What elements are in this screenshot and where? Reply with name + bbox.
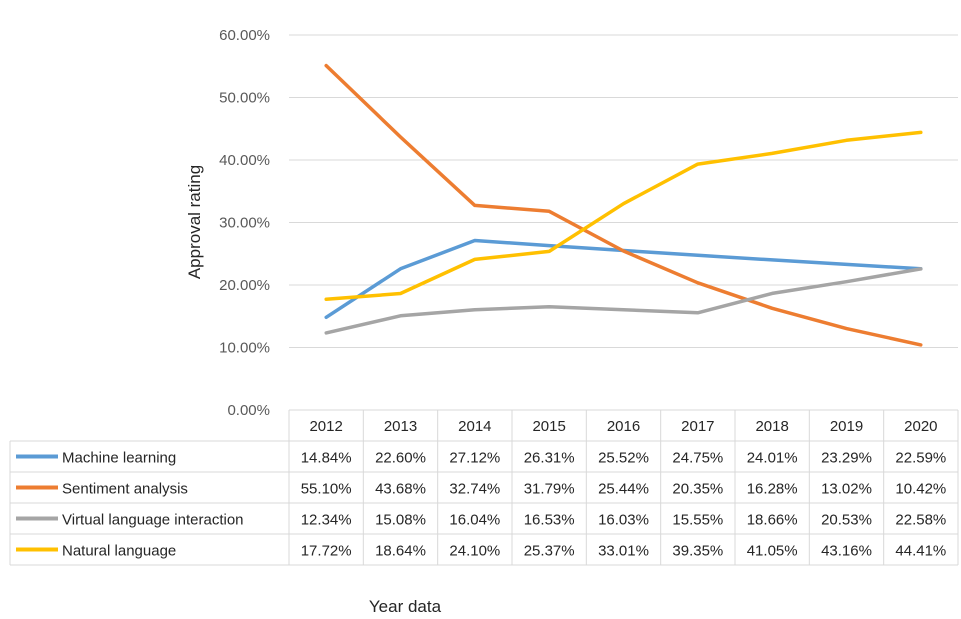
series-line [324, 130, 923, 302]
x-tick-label: 2013 [384, 418, 417, 435]
data-table: 2012 2013 2014 2015 2016 2017 2018 2019 2020 Mach… [9, 409, 959, 566]
data-label: 41.05% [747, 543, 798, 560]
x-tick-label: 2014 [458, 418, 491, 435]
legend-label: Machine learning [62, 450, 176, 467]
legend-label: Natural language [62, 543, 176, 560]
data-label: 24.10% [449, 543, 500, 560]
data-label: 44.41% [895, 543, 946, 560]
data-label: 16.03% [598, 512, 649, 529]
y-tick-label: 50.00% [219, 90, 270, 107]
data-label: 15.55% [672, 512, 723, 529]
data-label: 17.72% [301, 543, 352, 560]
data-label: 55.10% [301, 481, 352, 498]
legend-label: Sentiment analysis [62, 481, 188, 498]
data-label: 10.42% [895, 481, 946, 498]
y-axis-tick-labels: 0.00% 10.00% 20.00% 30.00% 40.00% 50.00% 60.00… [219, 27, 270, 419]
y-tick-label: 10.00% [219, 340, 270, 357]
x-tick-label: 2012 [309, 418, 342, 435]
data-label: 43.68% [375, 481, 426, 498]
data-label: 22.58% [895, 512, 946, 529]
y-tick-label: 0.00% [227, 402, 270, 419]
data-label: 18.66% [747, 512, 798, 529]
data-label: 43.16% [821, 543, 872, 560]
data-label: 22.60% [375, 450, 426, 467]
data-label: 16.04% [449, 512, 500, 529]
x-tick-label: 2015 [532, 418, 565, 435]
data-label: 31.79% [524, 481, 575, 498]
data-label: 33.01% [598, 543, 649, 560]
data-label: 16.53% [524, 512, 575, 529]
y-tick-label: 40.00% [219, 152, 270, 169]
data-label: 22.59% [895, 450, 946, 467]
data-label: 20.35% [672, 481, 723, 498]
x-tick-label: 2016 [607, 418, 640, 435]
x-tick-label: 2018 [755, 418, 788, 435]
x-tick-label: 2020 [904, 418, 937, 435]
data-label: 13.02% [821, 481, 872, 498]
data-label: 39.35% [672, 543, 723, 560]
y-tick-label: 20.00% [219, 277, 270, 294]
data-label: 26.31% [524, 450, 575, 467]
data-label: 25.44% [598, 481, 649, 498]
data-label: 23.29% [821, 450, 872, 467]
data-label: 25.52% [598, 450, 649, 467]
data-label: 27.12% [449, 450, 500, 467]
data-label: 24.75% [672, 450, 723, 467]
y-axis-title: Approval rating [185, 165, 204, 279]
data-label: 18.64% [375, 543, 426, 560]
data-label: 32.74% [449, 481, 500, 498]
data-label: 24.01% [747, 450, 798, 467]
legend-label: Virtual language interaction [62, 512, 244, 529]
data-label: 14.84% [301, 450, 352, 467]
series-lines [324, 63, 923, 347]
data-label: 25.37% [524, 543, 575, 560]
y-tick-label: 30.00% [219, 215, 270, 232]
data-label: 15.08% [375, 512, 426, 529]
x-tick-label: 2019 [830, 418, 863, 435]
y-tick-label: 60.00% [219, 27, 270, 44]
data-label: 12.34% [301, 512, 352, 529]
x-tick-label: 2017 [681, 418, 714, 435]
data-label: 20.53% [821, 512, 872, 529]
gridlines [289, 34, 958, 348]
x-axis-title: Year data [369, 597, 442, 616]
data-label: 16.28% [747, 481, 798, 498]
